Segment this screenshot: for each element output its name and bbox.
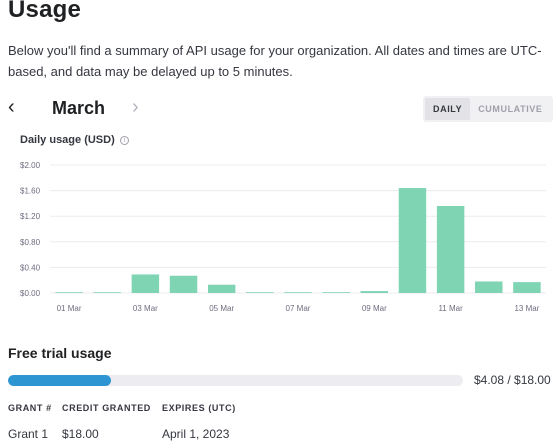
y-tick-label: $0.80 <box>20 238 41 247</box>
bar <box>513 282 541 293</box>
expires-cell: April 1, 2023 <box>162 427 230 441</box>
info-icon[interactable]: i <box>119 135 129 145</box>
toggle-cumulative[interactable]: CUMULATIVE <box>478 104 543 114</box>
grants-table: GRANT # CREDIT GRANTED EXPIRES (UTC) Gra… <box>8 400 282 448</box>
grants-header-row: GRANT # CREDIT GRANTED EXPIRES (UTC) <box>8 400 282 416</box>
chevron-right-icon[interactable]: › <box>132 96 139 118</box>
grant-number-cell: Grant 1 <box>8 427 49 441</box>
y-tick-label: $0.40 <box>20 263 41 272</box>
x-tick-label: 03 Mar <box>133 304 158 313</box>
bar <box>322 292 350 293</box>
bar <box>131 274 160 293</box>
free-trial-usage-label: $4.08 / $18.00 <box>474 373 551 387</box>
free-trial-title: Free trial usage <box>8 345 112 361</box>
y-tick-label: $2.00 <box>20 161 41 170</box>
header-expires: EXPIRES (UTC) <box>162 403 236 413</box>
x-tick-label: 11 Mar <box>438 304 463 313</box>
bar <box>360 291 389 293</box>
free-trial-progress-fill <box>8 375 112 386</box>
x-tick-label: 05 Mar <box>209 304 234 313</box>
bar <box>93 292 121 293</box>
bar <box>55 292 83 293</box>
month-label: March <box>52 98 106 118</box>
header-credit-granted: CREDIT GRANTED <box>62 403 151 413</box>
toggle-daily[interactable]: DAILY <box>425 98 471 120</box>
page-title: Usage <box>8 0 82 23</box>
x-tick-label: 01 Mar <box>57 304 82 313</box>
daily-usage-chart: $0.00 $0.40 $0.80 $1.20 $1.60 $2.00 01 Mar 03 M… <box>20 161 546 313</box>
bar <box>169 275 198 293</box>
bar <box>436 205 465 293</box>
header-grant-number: GRANT # <box>8 403 52 413</box>
chevron-left-icon[interactable]: ‹ <box>8 96 15 118</box>
page-description: Below you'll find a summary of API usage… <box>8 43 542 79</box>
credit-granted-cell: $18.00 <box>62 427 99 441</box>
x-tick-label: 09 Mar <box>362 304 387 313</box>
bar <box>475 281 503 293</box>
bar <box>246 292 274 293</box>
y-tick-label: $0.00 <box>20 289 41 298</box>
bar <box>207 284 236 293</box>
free-trial-progress-track <box>8 375 463 386</box>
x-tick-label: 13 Mar <box>514 304 539 313</box>
bar <box>284 292 312 293</box>
y-tick-label: $1.60 <box>20 187 41 196</box>
chart-title: Daily usage (USD) i <box>20 134 129 146</box>
y-tick-label: $1.20 <box>20 212 41 221</box>
bar <box>398 188 427 293</box>
view-toggle: DAILY CUMULATIVE <box>423 96 553 122</box>
chart-title-label: Daily usage (USD) <box>20 134 115 146</box>
x-tick-label: 07 Mar <box>286 304 311 313</box>
table-row: Grant 1 $18.00 April 1, 2023 <box>8 416 282 448</box>
